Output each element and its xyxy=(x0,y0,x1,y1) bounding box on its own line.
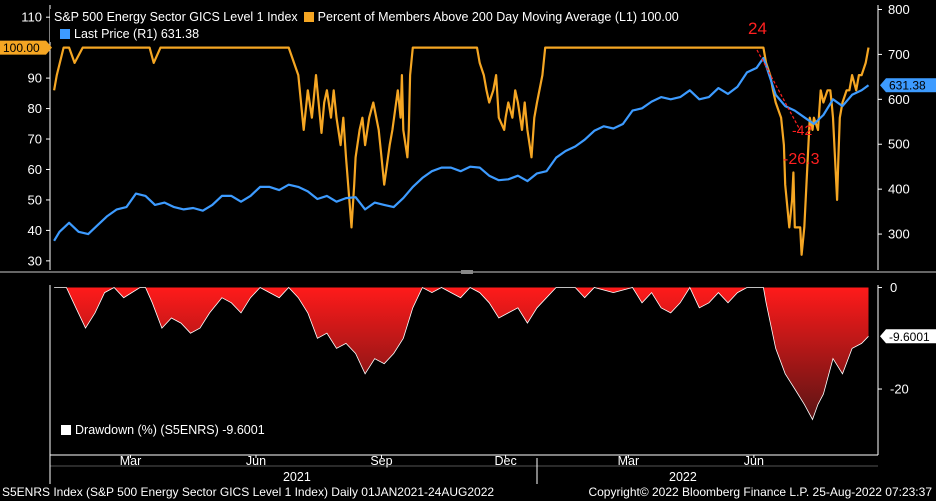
x-month-label: Mar xyxy=(120,454,142,468)
right-tick-label: 600 xyxy=(888,92,910,107)
panel-divider-handle xyxy=(461,270,473,274)
right-value-tag-arrow xyxy=(880,78,886,93)
last-price-line xyxy=(53,56,870,242)
footer-right-text: Copyright© 2022 Bloomberg Finance L.P. 2… xyxy=(588,485,932,499)
legend-row-1: S&P 500 Energy Sector GICS Level 1 Index… xyxy=(54,10,679,24)
left-value-tag-bg xyxy=(0,40,46,55)
annotation-connector xyxy=(756,49,801,131)
left-tick-label: 40 xyxy=(28,223,42,238)
drawdown-value-tag-bg xyxy=(886,329,936,344)
left-tick-label: 110 xyxy=(21,10,42,25)
right-value-tag-text: 631.38 xyxy=(889,79,926,93)
drawdown-value-tag-text: -9.6001 xyxy=(889,330,930,344)
drawdown-legend: Drawdown (%) (S5ENRS) -9.6001 xyxy=(55,420,273,440)
x-month-label: Dec xyxy=(494,454,516,468)
drawdown-area xyxy=(54,287,869,420)
percent-members-line xyxy=(53,46,870,256)
legend-swatch-orange xyxy=(303,12,314,22)
chart-canvas: 1101009080706050403080070060050040030024… xyxy=(0,2,936,484)
left-tick-label: 70 xyxy=(28,132,42,147)
x-axis: Mar Jun Sep Dec Mar Jun 2021 2022 xyxy=(49,454,878,484)
legend-row-2: Last Price (R1) 631.38 xyxy=(54,27,679,41)
right-tick-label: 500 xyxy=(888,137,910,152)
left-value-tag-arrow xyxy=(46,40,52,55)
x-month-label: Sep xyxy=(370,454,392,468)
left-tick-label: 30 xyxy=(28,253,42,268)
right-tick-label: 700 xyxy=(888,47,910,62)
drawdown-value-tag-arrow xyxy=(880,329,886,344)
right-tick-label: 800 xyxy=(888,2,910,17)
legend-percent-members: Percent of Members Above 200 Day Moving … xyxy=(317,10,679,24)
left-tick-label: 80 xyxy=(28,101,42,116)
x-month-label: Jun xyxy=(744,454,764,468)
drawdown-tick-label: 0 xyxy=(890,280,897,295)
left-tick-label: 50 xyxy=(28,192,42,207)
bottom-panel: 0 -20 -9.6001 xyxy=(49,280,936,455)
right-value-tag-bg xyxy=(886,78,936,93)
legend-drawdown: Drawdown (%) (S5ENRS) -9.6001 xyxy=(75,423,265,437)
x-month-label: Jun xyxy=(246,454,266,468)
footer-bar: S5ENRS Index (S&P 500 Energy Sector GICS… xyxy=(0,484,936,501)
annotation-drawdown: -26.3 xyxy=(783,151,820,168)
legend-last-price: Last Price (R1) 631.38 xyxy=(74,27,200,41)
legend-index-title: S&P 500 Energy Sector GICS Level 1 Index xyxy=(54,10,298,24)
x-year-label: 2022 xyxy=(669,470,697,484)
legend-swatch-blue xyxy=(60,29,70,39)
top-panel: 1101009080706050403080070060050040030024… xyxy=(0,2,936,274)
legend-swatch-white xyxy=(61,425,71,435)
x-year-label: 2021 xyxy=(283,470,311,484)
x-month-label: Mar xyxy=(618,454,640,468)
drawdown-line xyxy=(54,286,869,421)
annotation-peak: 24 xyxy=(748,19,767,38)
drawdown-tick-label: -20 xyxy=(890,382,909,397)
annotation-drop: -42 xyxy=(792,122,812,138)
left-value-tag-text: 100.00 xyxy=(3,41,40,55)
right-tick-label: 300 xyxy=(888,227,910,242)
top-legend: S&P 500 Energy Sector GICS Level 1 Index… xyxy=(50,9,685,42)
footer-left-text: S5ENRS Index (S&P 500 Energy Sector GICS… xyxy=(2,485,495,499)
left-tick-label: 60 xyxy=(28,162,42,177)
right-tick-label: 400 xyxy=(888,182,910,197)
left-tick-label: 90 xyxy=(28,71,42,86)
